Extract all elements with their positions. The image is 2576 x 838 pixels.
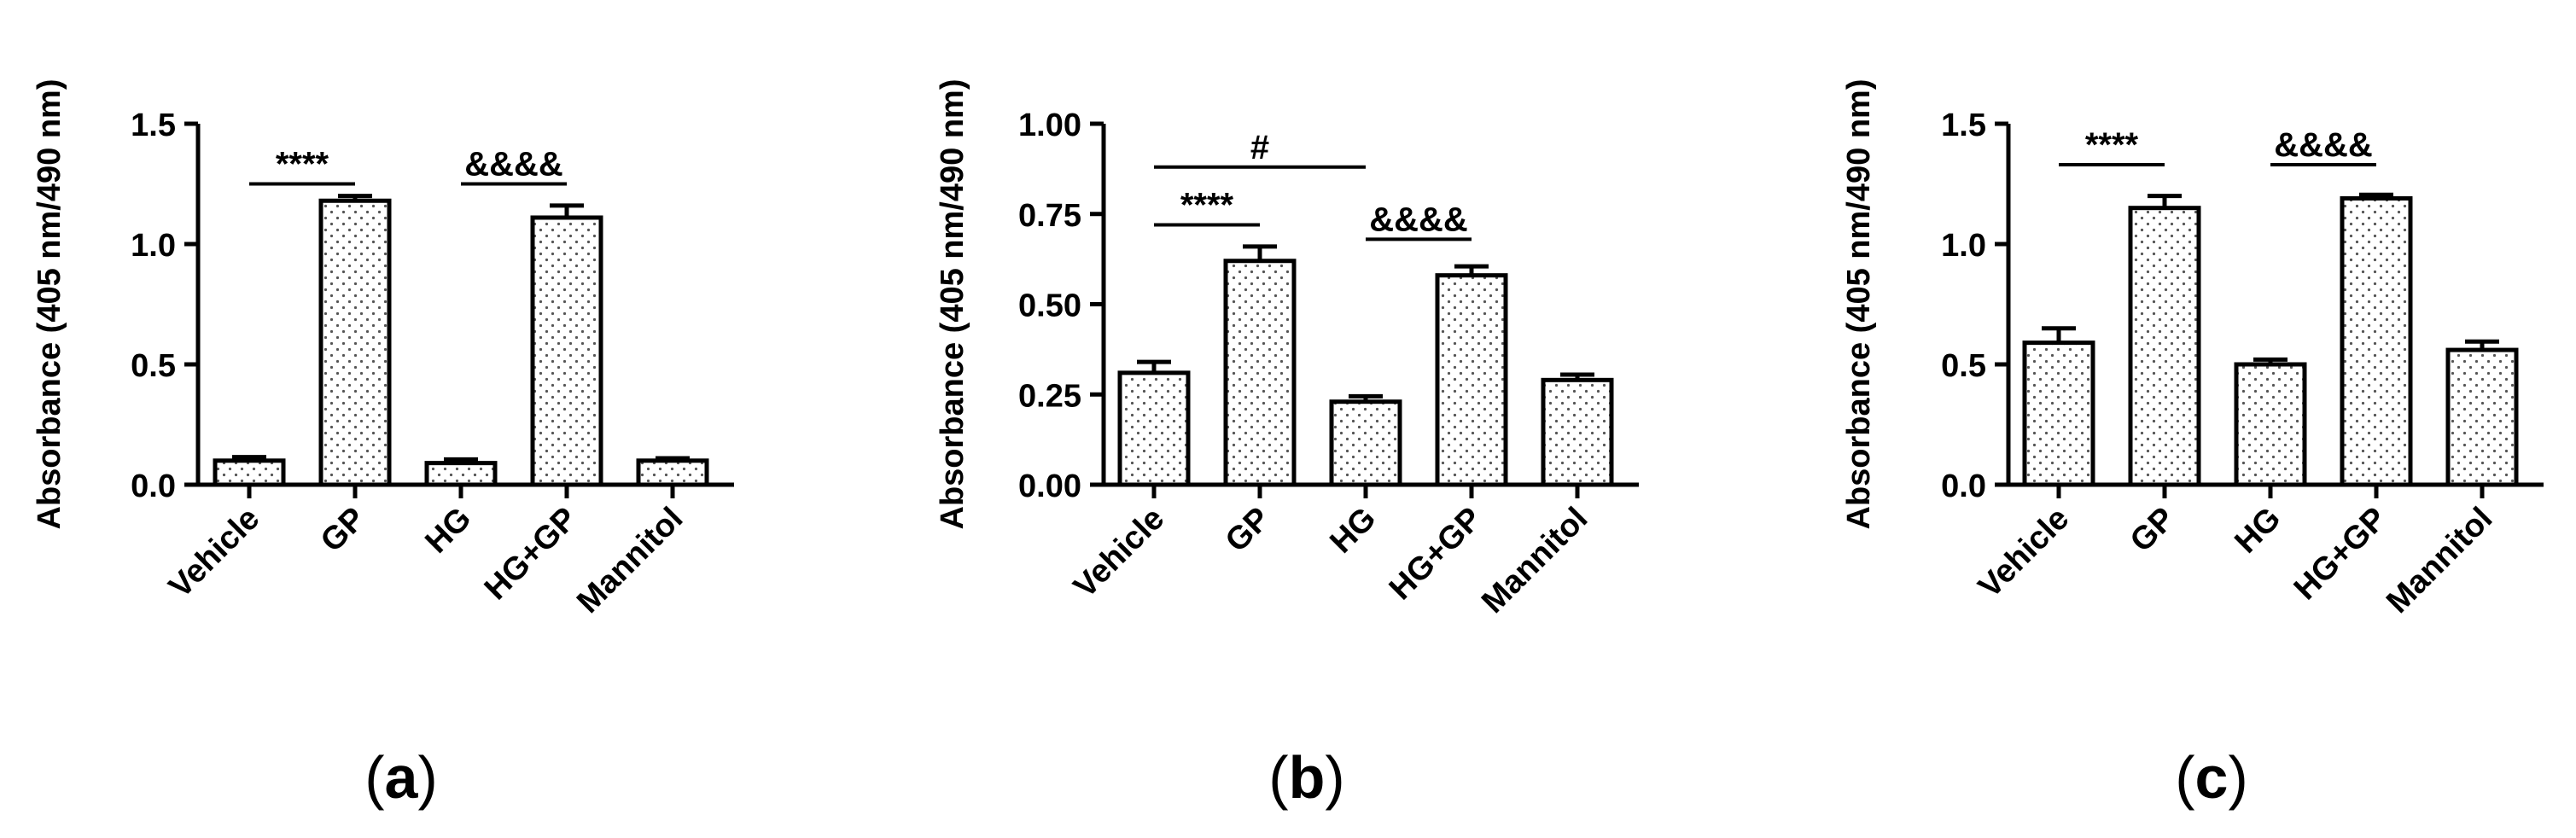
y-axis-label: Absorbance (405 nm/490 nm) xyxy=(935,79,970,530)
chart-c: 0.0 0.5 1.0 1.5 Absorbance (405 nm/490 nm) Ve… xyxy=(1841,79,2544,811)
x-tick-label: HG xyxy=(1323,501,1383,561)
x-tick-label: Mannitol xyxy=(570,501,690,620)
chart-b: 0.00 0.25 0.50 0.75 1.00 Absorbance (405 nm/4… xyxy=(935,79,1639,811)
bar xyxy=(2234,362,2307,487)
x-tick-label: GP xyxy=(2124,501,2183,560)
bar xyxy=(318,198,392,487)
x-tick-label: HG+GP xyxy=(478,501,585,608)
x-tick-label: HG+GP xyxy=(1383,501,1489,608)
y-tick-label: 0.0 xyxy=(1941,468,1986,504)
y-tick-label: 1.0 xyxy=(1941,228,1986,264)
bar xyxy=(1541,377,1614,487)
bar xyxy=(1435,273,1508,487)
bar xyxy=(2445,347,2519,487)
y-tick-label: 1.5 xyxy=(131,108,176,143)
y-tick-label: 1.0 xyxy=(131,228,176,264)
y-tick-label: 0.50 xyxy=(1018,288,1081,324)
bar xyxy=(213,458,286,487)
bar xyxy=(1329,399,1402,487)
bar xyxy=(1117,370,1191,487)
y-tick-label: 0.75 xyxy=(1018,198,1081,234)
x-tick-label: Vehicle xyxy=(1972,501,2076,605)
bar xyxy=(2128,206,2201,487)
x-tick-label: Mannitol xyxy=(2380,501,2499,620)
y-tick-label: 0.00 xyxy=(1018,468,1081,504)
significance-label: &&&& xyxy=(2274,126,2373,164)
significance-label: **** xyxy=(1180,186,1234,224)
bar xyxy=(530,215,603,487)
significance-label: **** xyxy=(2085,126,2139,164)
x-tick-label: GP xyxy=(1219,501,1278,560)
x-tick-label: Mannitol xyxy=(1475,501,1594,620)
y-tick-label: 0.5 xyxy=(131,348,176,384)
x-tick-label: HG+GP xyxy=(2288,501,2394,608)
bar xyxy=(2340,195,2413,487)
x-tick-label: HG xyxy=(2228,501,2288,561)
y-tick-label: 1.00 xyxy=(1018,108,1081,143)
bar xyxy=(636,458,709,487)
y-tick-label: 0.5 xyxy=(1941,348,1986,384)
significance-label: # xyxy=(1250,129,1269,166)
x-tick-label: HG xyxy=(418,501,478,561)
y-tick-label: 0.0 xyxy=(131,468,176,504)
significance-label: &&&& xyxy=(1369,201,1468,238)
panel-label: (c) xyxy=(2175,744,2248,811)
y-tick-label: 1.5 xyxy=(1941,108,1986,143)
x-tick-label: Vehicle xyxy=(1067,501,1171,605)
significance-label: **** xyxy=(276,146,329,183)
significance-label: &&&& xyxy=(464,146,563,183)
bar xyxy=(2022,340,2095,487)
chart-a: 0.0 0.5 1.0 1.5 Absorbance (405 nm/490 nm) Ve… xyxy=(32,79,734,811)
bar xyxy=(1223,259,1297,487)
x-tick-label: GP xyxy=(314,501,373,560)
y-tick-label: 0.25 xyxy=(1018,378,1081,414)
bar xyxy=(424,461,498,487)
panel-label: (b) xyxy=(1268,744,1344,811)
y-axis-label: Absorbance (405 nm/490 nm) xyxy=(32,79,67,530)
x-tick-label: Vehicle xyxy=(162,501,266,605)
panel-label: (a) xyxy=(364,744,438,811)
y-axis-label: Absorbance (405 nm/490 nm) xyxy=(1841,79,1877,530)
